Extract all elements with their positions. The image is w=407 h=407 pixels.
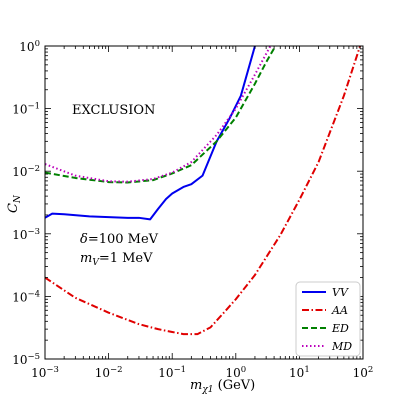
legend-box <box>295 281 361 357</box>
x-tick-label: 10−2 <box>95 365 123 380</box>
legend-label-aa: AA <box>331 304 348 317</box>
y-axis-label: CN <box>6 194 23 213</box>
plot-frame <box>44 45 364 360</box>
x-tick-label: 100 <box>225 365 246 380</box>
y-tick-label: 10−1 <box>12 102 40 117</box>
series-line-ed <box>45 46 277 184</box>
x-tick-label: 101 <box>289 365 310 380</box>
x-axis-label: mχ1 (GeV) <box>190 378 255 395</box>
y-tick-label: 10−2 <box>12 164 40 179</box>
series-line-aa <box>45 46 362 336</box>
y-tick-labels: 10−5 10−4 10−3 10−2 10−1 100 <box>12 39 40 367</box>
legend-label-md: MD <box>331 340 352 353</box>
exclusion-annotation: EXCLUSION <box>72 103 155 118</box>
x-tick-label: 10−1 <box>158 365 186 380</box>
y-tick-label: 10−3 <box>12 227 40 242</box>
y-tick-label: 100 <box>19 39 40 54</box>
series-layer <box>45 46 362 336</box>
legend-label-ed: ED <box>331 322 349 335</box>
legend: VV AA ED MD <box>295 281 361 357</box>
tick-layer <box>44 45 364 360</box>
x-tick-label: 102 <box>353 365 374 380</box>
y-tick-label: 10−4 <box>12 289 40 304</box>
delta-annotation: δ=100 MeV <box>80 232 159 247</box>
x-tick-label: 10−3 <box>31 365 59 380</box>
mv-annotation: mV=1 MeV <box>80 251 153 268</box>
y-tick-label: 10−5 <box>12 352 40 367</box>
x-tick-labels: 10−3 10−2 10−1 100 101 102 <box>31 365 373 380</box>
legend-label-vv: VV <box>332 286 349 299</box>
